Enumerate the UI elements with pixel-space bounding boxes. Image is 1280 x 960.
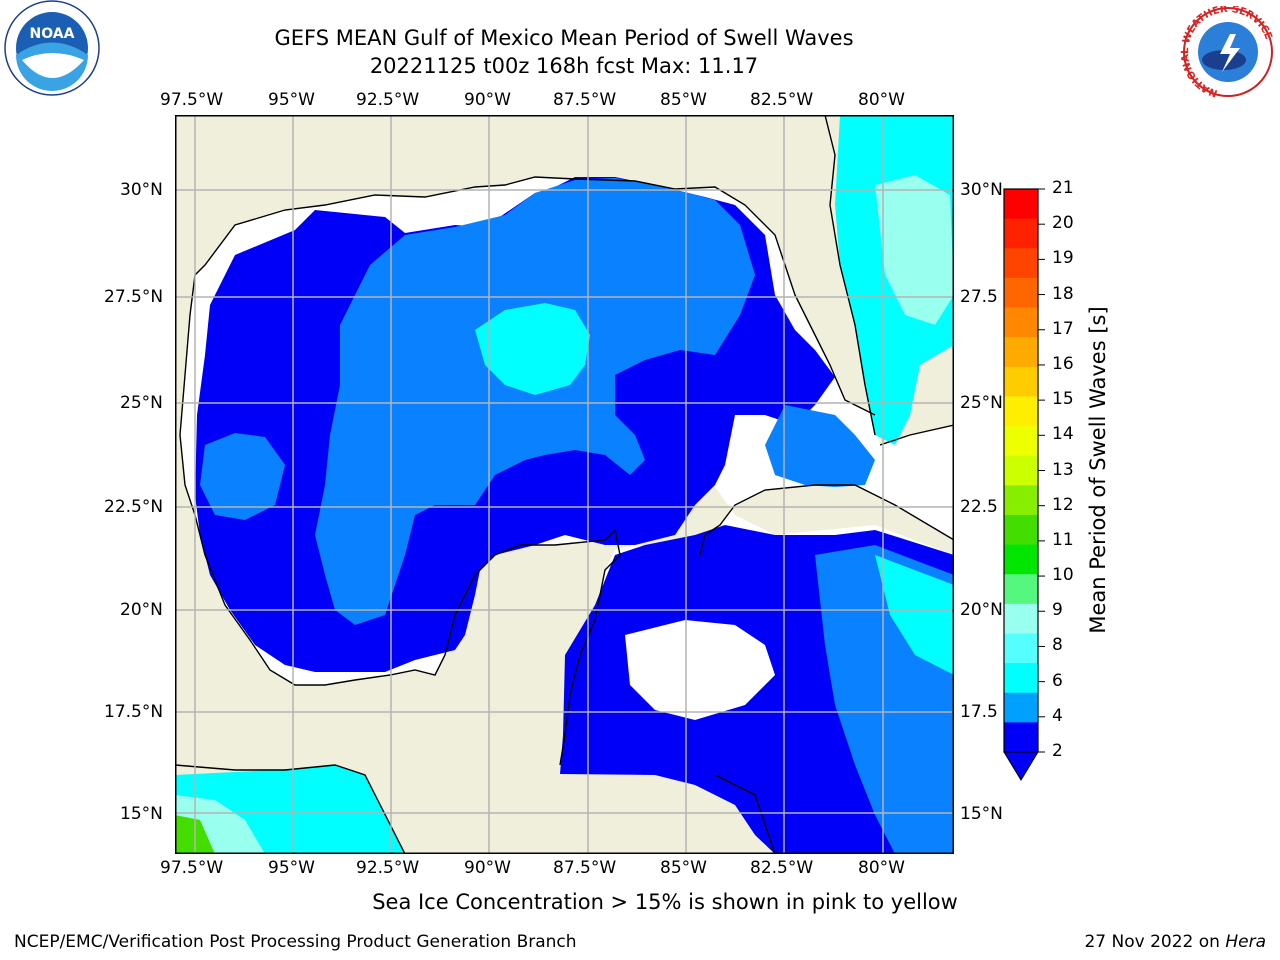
lon-label-top: 85°W bbox=[660, 90, 707, 110]
colorbar-tick-label: 16 bbox=[1052, 353, 1074, 374]
coastline bbox=[175, 115, 954, 854]
noaa-logo: NOAA bbox=[4, 0, 100, 96]
lat-label-left: 30°N bbox=[120, 180, 163, 200]
colorbar-tick-label: 14 bbox=[1052, 424, 1074, 445]
lat-label-right: 30°N bbox=[960, 180, 1003, 200]
colorbar-tick-label: 12 bbox=[1052, 494, 1074, 515]
graticule bbox=[175, 115, 954, 854]
lon-label-top: 87.5°W bbox=[553, 90, 617, 110]
colorbar-band bbox=[1004, 277, 1038, 309]
colorbar-band bbox=[1004, 189, 1038, 220]
lon-label-top: 92.5°W bbox=[356, 90, 420, 110]
swell-atlantic-8s bbox=[875, 175, 954, 325]
colorbar-band bbox=[1004, 574, 1038, 605]
lat-label-left: 27.5°N bbox=[104, 287, 164, 307]
lon-label-top: 90°W bbox=[464, 90, 511, 110]
colorbar-band bbox=[1004, 337, 1038, 368]
colorbar-band bbox=[1004, 722, 1038, 753]
lon-label-bottom: 92.5°W bbox=[356, 858, 420, 878]
colorbar-band bbox=[1004, 218, 1038, 249]
colorbar-tick-label: 10 bbox=[1052, 565, 1074, 586]
colorbar-tick-label: 13 bbox=[1052, 459, 1074, 480]
lon-label-bottom: 87.5°W bbox=[553, 858, 617, 878]
colorbar-band bbox=[1004, 248, 1038, 279]
swell-caribbean-6s bbox=[875, 555, 954, 675]
lon-label-bottom: 80°W bbox=[858, 858, 905, 878]
colorbar-tick-label: 21 bbox=[1052, 178, 1074, 198]
lat-label-right: 27.5 bbox=[960, 287, 998, 307]
colorbar-band bbox=[1004, 603, 1038, 635]
colorbar-extend-arrow bbox=[1003, 751, 1039, 781]
colorbar-band bbox=[1004, 663, 1038, 694]
lon-label-top: 95°W bbox=[268, 90, 315, 110]
lat-label-left: 22.5°N bbox=[104, 497, 164, 517]
footer-host: Hera bbox=[1225, 932, 1266, 952]
map-title: GEFS MEAN Gulf of Mexico Mean Period of … bbox=[274, 26, 854, 50]
lat-label-left: 15°N bbox=[120, 804, 163, 824]
colorbar-tick-label: 11 bbox=[1052, 529, 1074, 550]
colorbar-tick-label: 2 bbox=[1052, 741, 1063, 761]
swell-contour-6s bbox=[475, 303, 590, 395]
lat-label-right: 17.5 bbox=[960, 702, 998, 722]
colorbar-band bbox=[1004, 307, 1038, 338]
swell-contour-4s bbox=[315, 178, 755, 625]
colorbar-tick-label: 9 bbox=[1052, 600, 1063, 621]
lon-label-top: 80°W bbox=[858, 90, 905, 110]
lat-label-right: 15°N bbox=[960, 804, 1003, 824]
nws-logo: NATIONAL WEATHER SERVICE bbox=[1180, 6, 1274, 98]
colorbar-tick-label: 4 bbox=[1052, 705, 1063, 726]
colorbar-tick-label: 6 bbox=[1052, 670, 1063, 691]
swell-contour-4s-west bbox=[200, 433, 285, 520]
swell-caribbean-ice-gap bbox=[625, 620, 775, 720]
colorbar-band bbox=[1004, 544, 1038, 575]
lat-label-left: 17.5°N bbox=[104, 702, 164, 722]
colorbar-band bbox=[1004, 455, 1038, 486]
lon-label-bottom: 95°W bbox=[268, 858, 315, 878]
footer-producer: NCEP/EMC/Verification Post Processing Pr… bbox=[14, 932, 577, 952]
sea-ice-note: Sea Ice Concentration > 15% is shown in … bbox=[372, 890, 958, 914]
lon-label-top: 82.5°W bbox=[750, 90, 814, 110]
colorbar-band bbox=[1004, 366, 1038, 398]
colorbar-tick-label: 17 bbox=[1052, 318, 1074, 339]
lat-label-left: 20°N bbox=[120, 600, 163, 620]
colorbar-tick-label: 19 bbox=[1052, 248, 1074, 269]
footer-date: 27 Nov 2022 on Hera bbox=[1084, 932, 1266, 952]
colorbar-tick-label: 18 bbox=[1052, 283, 1074, 304]
map-subtitle: 20221125 t00z 168h fcst Max: 11.17 bbox=[369, 54, 759, 78]
lon-label-bottom: 85°W bbox=[660, 858, 707, 878]
colorbar-tick-label: 15 bbox=[1052, 389, 1074, 410]
swell-contour-4s-east bbox=[765, 405, 875, 487]
lat-label-right: 20°N bbox=[960, 600, 1003, 620]
colorbar-band bbox=[1004, 485, 1038, 516]
svg-text:NOAA: NOAA bbox=[30, 26, 75, 42]
lat-label-right: 22.5 bbox=[960, 497, 998, 517]
lon-label-bottom: 97.5°W bbox=[160, 858, 224, 878]
gulf-of-mexico-map bbox=[175, 115, 954, 854]
map-frame bbox=[175, 115, 954, 854]
colorbar-band bbox=[1004, 426, 1038, 457]
footer-date-text: 27 Nov 2022 on bbox=[1084, 932, 1226, 952]
colorbar-title: Mean Period of Swell Waves [s] bbox=[1086, 306, 1110, 634]
lon-label-top: 97.5°W bbox=[160, 90, 224, 110]
colorbar-band bbox=[1004, 514, 1038, 546]
colorbar-band bbox=[1004, 633, 1038, 664]
colorbar-band bbox=[1004, 396, 1038, 427]
colorbar bbox=[1003, 188, 1045, 781]
lon-label-bottom: 82.5°W bbox=[750, 858, 814, 878]
colorbar-tick-label: 8 bbox=[1052, 635, 1063, 656]
colorbar-tick-label: 20 bbox=[1052, 213, 1074, 234]
lon-label-bottom: 90°W bbox=[464, 858, 511, 878]
lat-label-right: 25°N bbox=[960, 393, 1003, 413]
lat-label-left: 25°N bbox=[120, 393, 163, 413]
colorbar-band bbox=[1004, 692, 1038, 723]
